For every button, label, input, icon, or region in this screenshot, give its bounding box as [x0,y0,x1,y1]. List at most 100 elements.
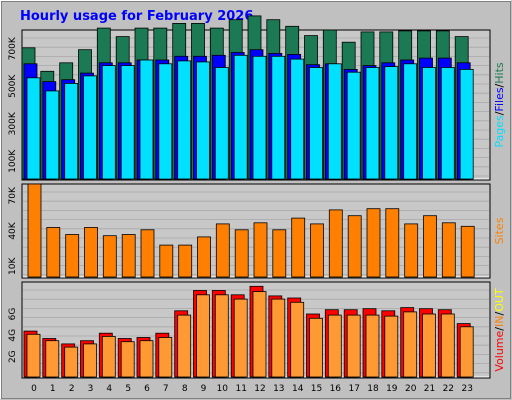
hits-files-pages-bar-pages-21 [422,67,436,180]
sites-legend-entry: Sites [493,217,506,244]
sites-panel: 10K 40K 70K Sites [8,183,506,279]
x-category-label: 6 [144,384,150,394]
sites-bar-sites-6 [140,229,155,278]
volume-legend-separator: / [493,312,506,316]
hits-files-pages-bar-pages-15 [309,67,323,180]
x-category-label: 4 [106,384,112,394]
sites-legend: Sites [493,217,506,244]
hits-files-pages-bar-pages-23 [459,69,474,180]
hits-files-pages-bar-pages-18 [365,67,380,180]
sites-bar-sites-19 [385,208,400,278]
x-category-label: 10 [217,384,229,394]
hits-files-pages-bar-pages-11 [233,54,248,180]
volume-bar-out-14 [290,301,305,378]
volume-bar-out-6 [139,340,154,378]
sites-bar-sites-0 [27,183,42,278]
x-category-label: 8 [182,384,188,394]
sites-bar-sites-8 [178,244,193,278]
hits-files-pages-ytick-label: 100K [8,149,18,173]
hits-files-pages-legend-separator: / [493,83,506,87]
volume-bar-out-5 [120,341,135,378]
x-category-label: 13 [273,384,284,394]
volume-bar-out-22 [440,313,455,378]
x-category-label: 3 [88,384,94,394]
sites-bar-sites-3 [84,227,98,278]
volume-bar-out-21 [422,313,436,378]
sites-bar-sites-22 [441,222,456,278]
volume-bar-out-10 [214,294,229,378]
hits-files-pages-bar-pages-10 [214,67,229,180]
volume-panel: 2G 4G 6G Volume/IN/OUT [8,281,506,379]
sites-bar-sites-12 [253,222,268,278]
hits-files-pages-bar-pages-13 [271,55,286,180]
sites-bar-sites-7 [159,244,174,278]
hits-files-pages-bar-pages-7 [158,63,173,180]
sites-ytick-label: 10K [8,257,18,275]
volume-bar-out-15 [309,317,323,378]
volume-bar-out-17 [346,314,361,378]
volume-bar-out-20 [403,311,418,378]
volume-bar-out-12 [252,291,267,378]
hits-files-pages-bar-pages-12 [252,55,267,180]
volume-bar-out-4 [101,335,116,378]
volume-legend: Volume/IN/OUT [493,288,506,372]
x-category-label: 18 [367,384,379,394]
volume-ytick-label: 2G [8,350,18,363]
sites-ytick-label: 40K [8,221,18,239]
volume-bar-out-8 [177,314,192,378]
hits-files-pages-bar-pages-22 [440,67,455,180]
x-category-label: 5 [125,384,131,394]
hits-files-pages-bar-pages-0 [26,77,41,180]
x-category-label: 19 [386,384,398,394]
sites-bar-sites-17 [347,215,362,278]
volume-bar-out-7 [158,337,173,378]
x-category-label: 12 [254,384,265,394]
hits-files-pages-ytick-label: 500K [8,74,18,98]
sites-bar-sites-2 [65,234,80,278]
volume-legend-entry: IN [493,316,506,327]
hits-files-pages-bar-pages-3 [83,75,97,180]
x-category-label: 2 [69,384,75,394]
x-category-label: 22 [443,384,454,394]
volume-ytick-label: 4G [8,329,18,342]
hits-files-pages-ytick-label: 300K [8,111,18,135]
sites-bar-sites-11 [234,229,249,278]
hits-files-pages-legend-entry: Hits [493,62,506,84]
x-category-label: 1 [50,384,56,394]
x-category-label: 15 [311,384,322,394]
volume-bar-out-9 [196,294,210,378]
sites-bar-sites-21 [423,215,437,278]
volume-bar-out-0 [26,333,41,378]
sites-bar-sites-4 [102,235,117,278]
sites-bar-sites-10 [215,223,230,278]
hits-files-pages-bar-pages-16 [327,63,342,180]
hits-files-pages-legend-entry: Files [493,87,506,111]
volume-bar-out-23 [459,326,474,378]
sites-ytick-label: 70K [8,186,18,204]
x-category-label: 16 [330,384,342,394]
sites-bar-sites-5 [121,234,136,278]
hits-files-pages-legend-entry: Pages [493,115,506,148]
hits-files-pages-bar-pages-4 [101,65,116,180]
volume-legend-separator: / [493,327,506,331]
x-category-label: 14 [292,384,304,394]
sites-bar-sites-14 [291,217,306,278]
sites-bar-sites-1 [46,227,61,278]
hits-files-pages-bar-pages-5 [120,65,135,180]
hits-files-pages-bar-pages-1 [45,90,60,180]
hits-files-pages-bar-pages-6 [139,59,154,180]
volume-ytick-label: 6G [8,308,18,321]
hits-files-pages-bar-pages-20 [403,63,418,180]
x-category-label: 0 [31,384,37,394]
volume-bar-out-18 [365,314,380,378]
volume-bar-out-3 [83,343,97,378]
sites-bar-sites-20 [404,223,419,278]
volume-legend-entry: Volume [493,330,506,371]
hits-files-pages-bar-pages-14 [290,58,305,180]
x-category-label: 17 [348,384,359,394]
volume-bar-out-1 [45,340,60,378]
hits-files-pages-bar-pages-9 [196,61,210,180]
